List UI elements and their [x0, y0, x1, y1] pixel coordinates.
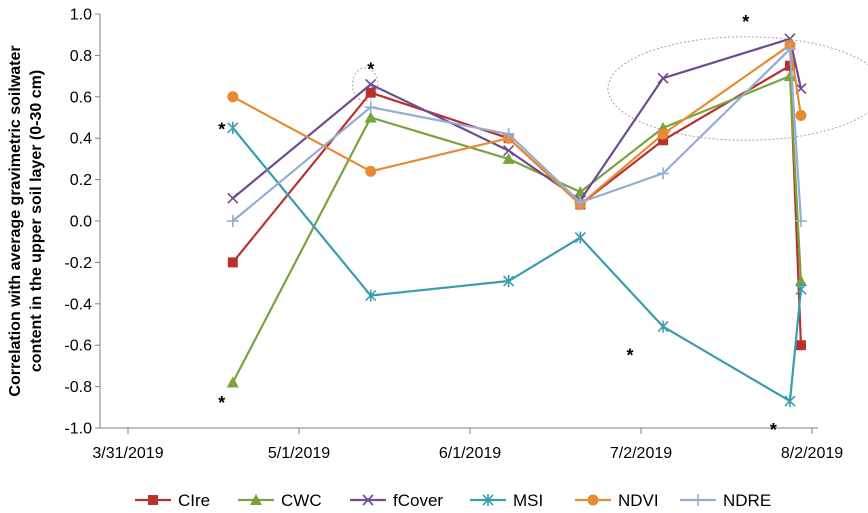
data-point-cwc: [794, 275, 807, 287]
y-tick-label: 0.8: [70, 48, 92, 65]
data-point-msi: [227, 121, 239, 134]
data-point-ndre: [574, 196, 587, 209]
data-point-ndvi: [227, 91, 239, 103]
data-point-fcover: [365, 78, 377, 90]
y-axis-title-line-1: Correlation with average gravimetric soi…: [7, 45, 24, 396]
data-point-msi: [574, 231, 586, 244]
x-tick-label: 3/31/2019: [92, 445, 163, 462]
series-ndvi: [227, 39, 807, 210]
data-point-msi: [365, 289, 377, 302]
highlight-ellipses: [352, 36, 868, 141]
significance-asterisk: *: [626, 345, 633, 365]
legend-marker-ndre: [692, 494, 704, 506]
x-axis-ticks: 3/31/2019 5/1/2019 6/1/2019 7/2/2019 8/2/201…: [92, 428, 843, 462]
significance-asterisk: *: [218, 120, 225, 140]
legend-marker-msi: [482, 494, 494, 506]
significance-asterisk: *: [218, 393, 225, 413]
legend-marker-ndvi: [587, 494, 599, 506]
data-point-msi: [795, 283, 807, 296]
legend-label-ndvi: NDVI: [618, 491, 659, 510]
significance-annotations: * * * * * *: [218, 12, 777, 440]
data-point-cire: [658, 135, 669, 146]
axes: [99, 14, 818, 429]
significance-asterisk: *: [770, 420, 777, 440]
legend-label-fcover: fCover: [393, 491, 443, 510]
data-point-ndre: [502, 128, 515, 141]
legend-item-ndvi: NDVI: [575, 491, 659, 510]
data-point-ndre: [794, 215, 807, 227]
data-point-cire: [227, 257, 238, 268]
y-tick-label: 1.0: [70, 7, 92, 24]
y-tick-label: 0.6: [70, 89, 92, 106]
series-line-cire: [231, 64, 803, 346]
legend-label-msi: MSI: [513, 491, 543, 510]
data-point-msi: [503, 275, 515, 288]
legend-label-ndre: NDRE: [723, 491, 771, 510]
data-point-cwc: [226, 376, 239, 388]
y-tick-label: 0.2: [70, 172, 92, 189]
significance-asterisk: *: [367, 60, 374, 80]
x-tick-label: 6/1/2019: [439, 445, 501, 462]
legend-label-cire: CIre: [178, 491, 210, 510]
data-point-ndvi: [795, 109, 807, 121]
data-point-ndvi: [365, 165, 377, 177]
series-line-msi: [231, 127, 803, 403]
y-tick-label: -0.6: [64, 338, 92, 355]
data-point-cwc: [364, 111, 377, 123]
y-tick-label: 0.4: [70, 131, 92, 148]
legend-marker-fcover: [362, 494, 374, 506]
series-group: [226, 33, 807, 408]
data-point-ndre: [657, 167, 670, 180]
y-axis-title-line-2: content in the upper soil layer (0-30 cm…: [28, 70, 45, 372]
y-tick-label: -0.8: [64, 379, 92, 396]
highlight-ellipse: [352, 67, 379, 102]
data-point-ndvi: [657, 128, 669, 140]
y-tick-label: -0.2: [64, 255, 92, 272]
data-point-fcover: [503, 145, 515, 157]
legend-marker-cwc: [250, 494, 262, 505]
legend-label-cwc: CWC: [281, 491, 322, 510]
significance-asterisk: *: [742, 12, 749, 32]
legend-item-fcover: fCover: [350, 491, 443, 510]
legend-item-ndre: NDRE: [680, 491, 771, 510]
series-line-fcover: [232, 37, 803, 202]
legend-item-cire: CIre: [135, 491, 210, 510]
y-axis-title: Correlation with average gravimetric soi…: [7, 45, 45, 396]
data-point-ndre: [226, 215, 239, 227]
data-point-fcover: [657, 72, 669, 84]
x-tick-label: 5/1/2019: [268, 445, 330, 462]
legend-item-cwc: CWC: [238, 491, 322, 510]
data-point-ndre: [783, 43, 796, 56]
series-ndre: [226, 43, 807, 227]
legend-marker-cire: [148, 495, 158, 505]
x-tick-label: 7/2/2019: [610, 445, 672, 462]
data-point-cire: [795, 340, 806, 351]
series-line-ndvi: [232, 43, 803, 206]
data-point-cwc: [783, 70, 796, 82]
y-tick-label: -0.4: [64, 296, 92, 313]
legend-item-msi: MSI: [470, 491, 543, 510]
data-point-fcover: [227, 192, 239, 204]
data-point-cwc: [502, 152, 515, 164]
y-axis-ticks: -1.0 -0.8 -0.6 -0.4 -0.2 0.0 0.2 0.4 0.6 0.8 1.0: [64, 7, 100, 438]
data-point-cire: [365, 87, 376, 98]
series-line-ndre: [232, 48, 803, 222]
highlight-ellipse: [607, 36, 868, 141]
data-point-msi: [784, 395, 796, 408]
data-point-ndre: [364, 101, 377, 114]
x-tick-label: 8/2/2019: [781, 445, 843, 462]
legend: CIre CWC fCover MSI NDVI NDRE: [135, 491, 771, 510]
y-tick-label: 0.0: [70, 214, 92, 231]
series-msi: [227, 121, 807, 408]
y-tick-label: -1.0: [64, 421, 92, 438]
data-point-msi: [657, 320, 669, 333]
